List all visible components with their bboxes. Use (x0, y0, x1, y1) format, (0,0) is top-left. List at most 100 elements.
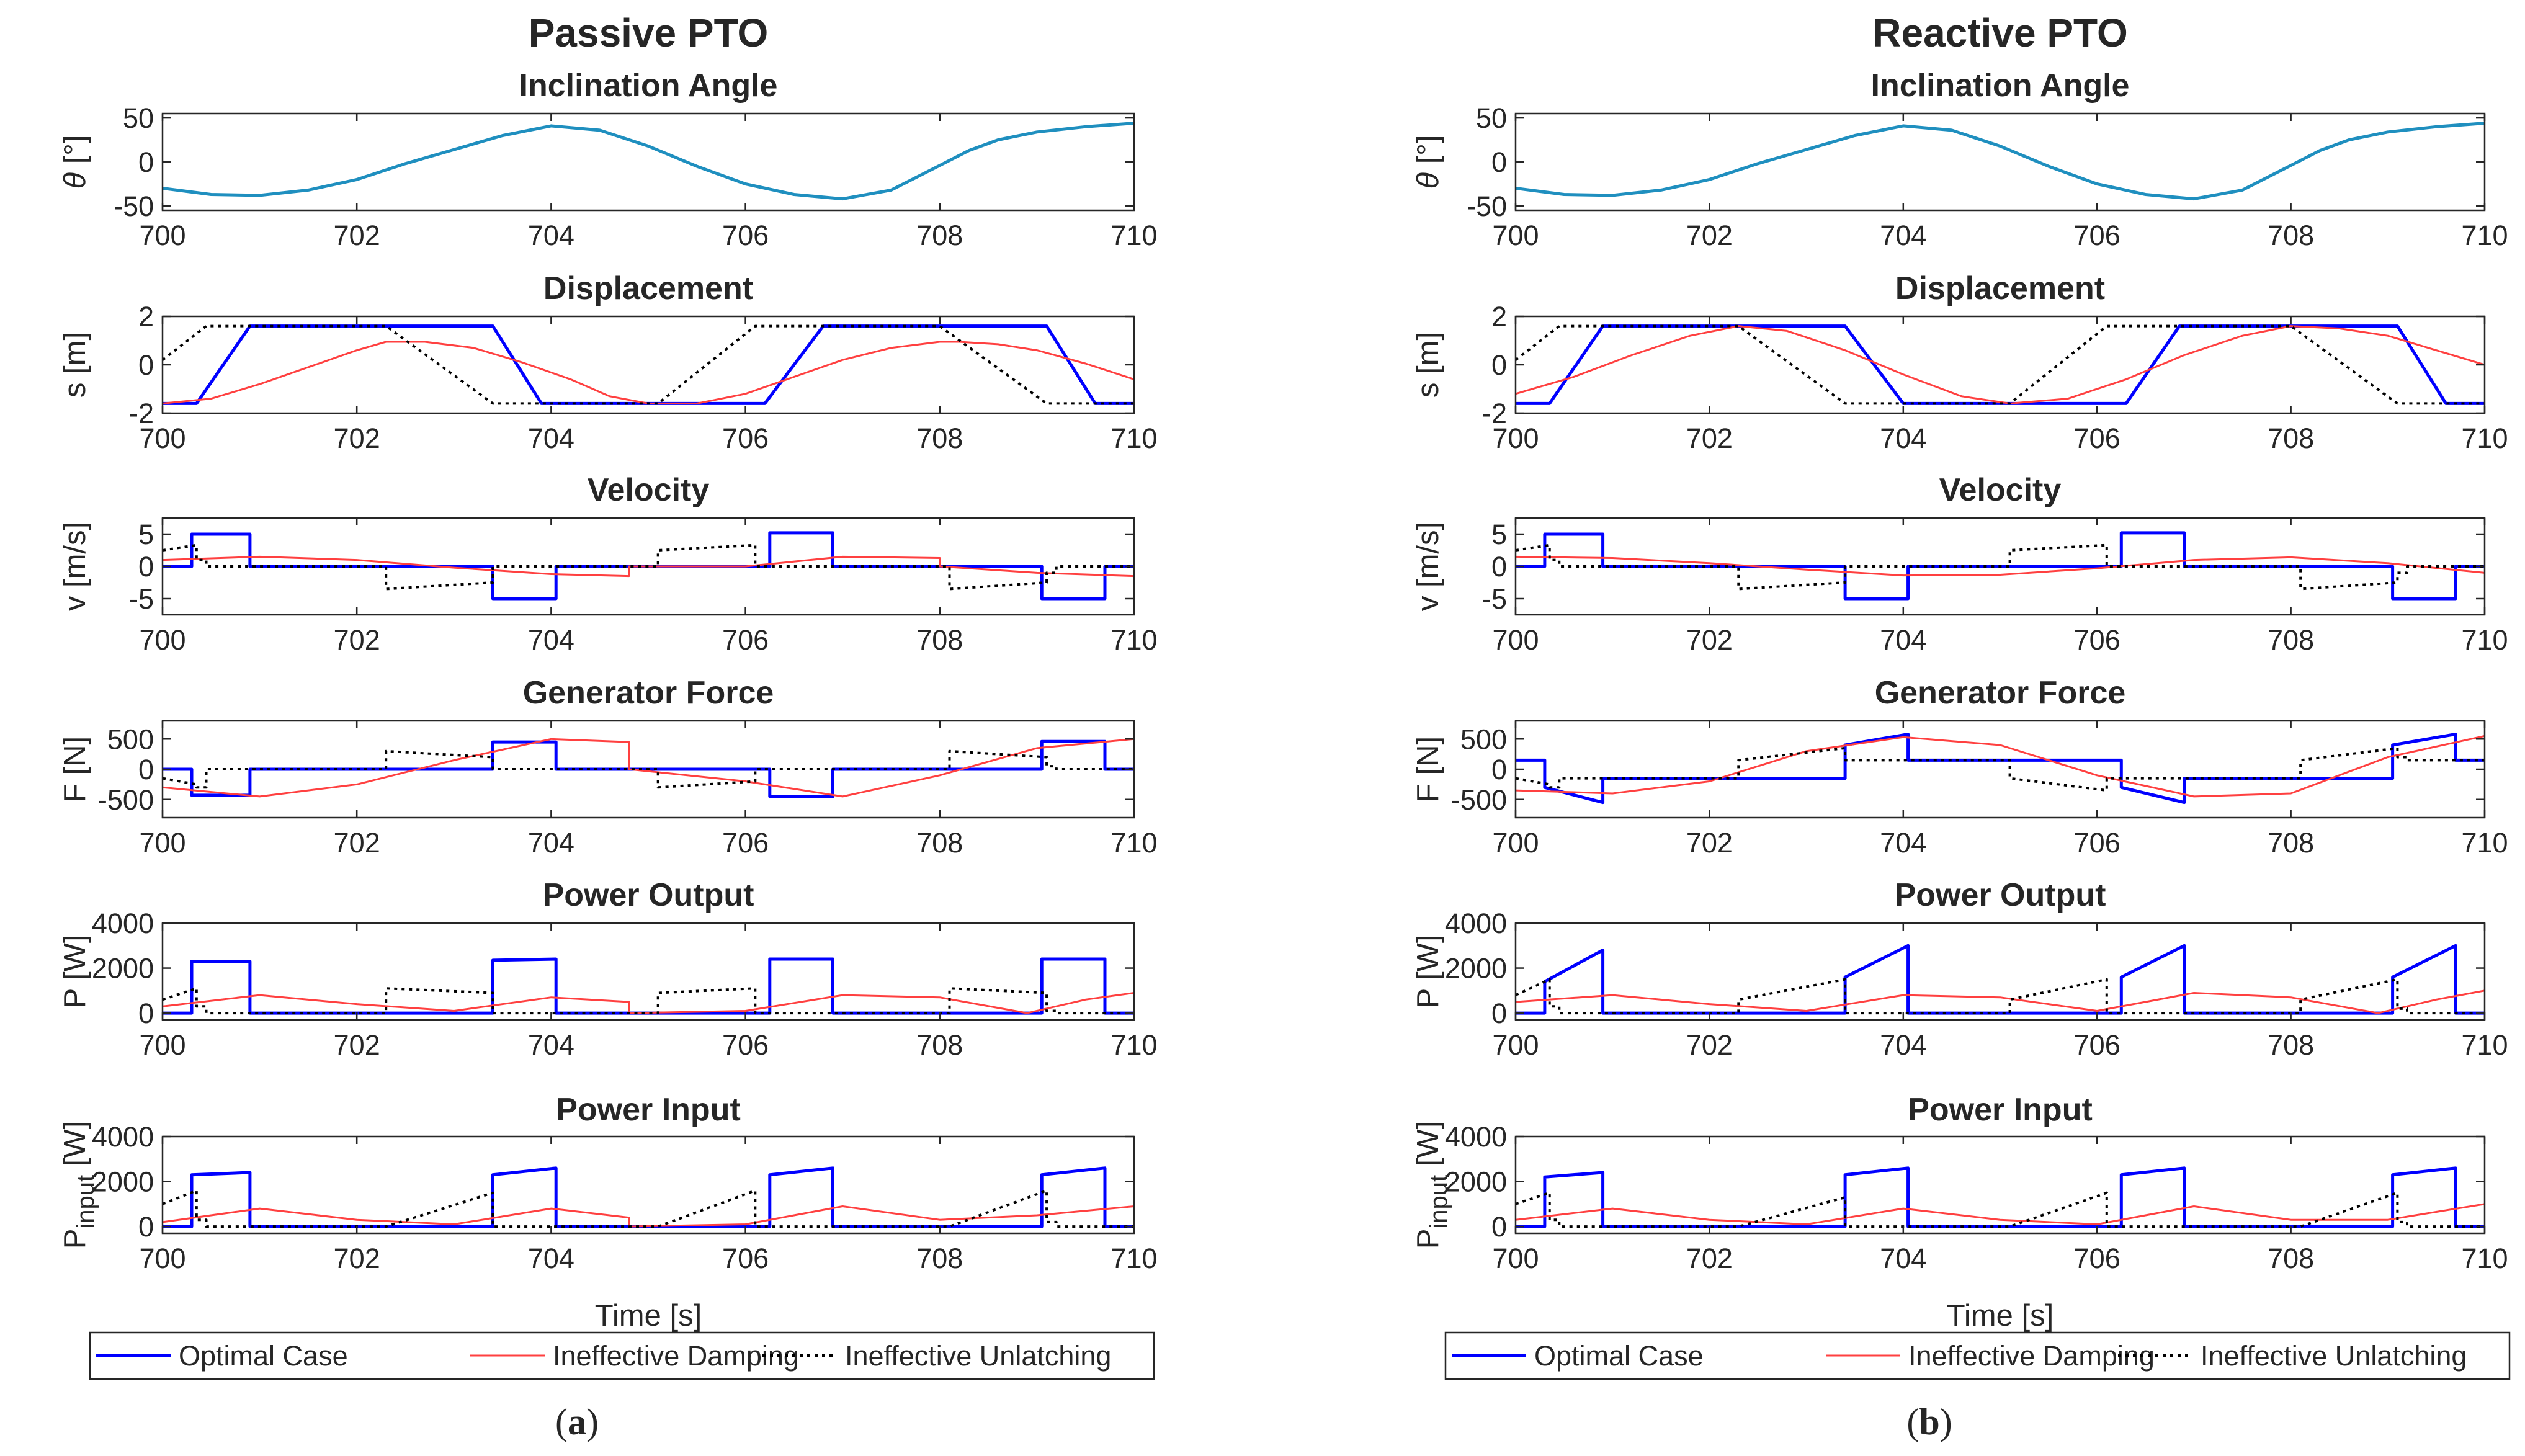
y-axis-label: θ [°] (1411, 135, 1445, 189)
subplot-title: Power Output (543, 877, 754, 913)
x-tick-label: 708 (916, 1243, 963, 1274)
x-tick-label: 704 (528, 422, 574, 454)
axes-box (161, 315, 1135, 414)
legend-box (1444, 1331, 2511, 1380)
series-line-damping (1516, 735, 2485, 798)
y-tick-label: 5 (1491, 519, 1507, 550)
y-tick-label: -50 (114, 190, 154, 222)
x-tick-label: 710 (1111, 624, 1157, 656)
x-tick-label: 704 (1880, 624, 1926, 656)
y-tick-label: 5 (138, 519, 154, 550)
x-tick-label: 700 (1492, 827, 1539, 859)
series-line-damping (163, 992, 1134, 1014)
y-tick-label: 2 (1491, 301, 1507, 333)
subplot-title: Generator Force (1875, 675, 2126, 711)
y-tick-label: -50 (1467, 190, 1507, 222)
y-tick-label: -5 (1482, 583, 1507, 615)
y-tick-label: 4000 (1445, 908, 1507, 939)
x-tick-label: 700 (139, 1029, 185, 1061)
series-line-unlatching (1516, 1191, 2485, 1228)
x-tick-label: 706 (2074, 220, 2121, 251)
subplot-title: Inclination Angle (519, 68, 778, 104)
x-tick-label: 706 (722, 827, 769, 859)
subplot-title: Inclination Angle (1871, 68, 2130, 104)
x-tick-label: 706 (722, 1243, 769, 1274)
y-tick-label: 0 (1491, 998, 1507, 1029)
y-tick-label: 2000 (92, 1166, 154, 1198)
series-line-damping (163, 555, 1134, 578)
y-tick-label: -5 (129, 583, 154, 615)
x-tick-label: 710 (1111, 220, 1157, 251)
x-tick-label: 700 (1492, 624, 1539, 656)
y-tick-label: 4000 (92, 908, 154, 939)
subplot-title: Velocity (1939, 472, 2062, 508)
y-tick-label: 4000 (1445, 1121, 1507, 1153)
x-tick-label: 710 (2461, 422, 2508, 454)
y-axis-label: θ [°] (58, 135, 92, 189)
y-tick-label: 500 (107, 723, 154, 755)
series-line-angle (163, 122, 1134, 201)
legend-label-optimal: Optimal Case (1534, 1340, 1704, 1372)
y-tick-label: 500 (1460, 723, 1507, 755)
x-tick-label: 702 (1686, 624, 1733, 656)
subplot-title: Power Output (1895, 877, 2106, 913)
series-line-unlatching (163, 1189, 1134, 1228)
x-tick-label: 702 (1686, 1029, 1733, 1061)
series-line-unlatching (163, 987, 1134, 1015)
series-line-damping (163, 738, 1134, 798)
legend: Optimal Case Ineffective Damping Ineffecti… (89, 1331, 1155, 1380)
x-tick-label: 700 (139, 624, 185, 656)
axes-box (161, 922, 1135, 1021)
x-axis-label: Time [s] (1947, 1299, 2054, 1333)
x-tick-label: 710 (1111, 422, 1157, 454)
x-tick-label: 708 (2268, 827, 2314, 859)
x-tick-label: 708 (916, 422, 963, 454)
legend-label-damping: Ineffective Damping (553, 1340, 799, 1372)
y-tick-label: 0 (1491, 551, 1507, 583)
x-tick-label: 704 (1880, 1029, 1926, 1061)
y-tick-label: 0 (138, 551, 154, 583)
series-line-unlatching (163, 543, 1134, 591)
y-axis-label: P [W] (1411, 935, 1445, 1009)
y-axis-label: Pinput [W] (1411, 1121, 1452, 1249)
subplot-title: Generator Force (523, 675, 774, 711)
series-line-damping (1516, 555, 2485, 577)
y-tick-label: 0 (1491, 1211, 1507, 1243)
series-line-unlatching (163, 324, 1134, 405)
x-tick-label: 702 (1686, 220, 1733, 251)
x-tick-label: 710 (2461, 220, 2508, 251)
x-tick-label: 704 (528, 1029, 574, 1061)
series-line-optimal (1516, 1166, 2485, 1228)
series-line-optimal (1516, 531, 2485, 601)
series-line-optimal (1516, 324, 2485, 405)
x-tick-label: 708 (916, 1029, 963, 1061)
x-tick-label: 708 (2268, 422, 2314, 454)
x-tick-label: 708 (916, 624, 963, 656)
panel-label-a: (a) (555, 1401, 599, 1442)
axes-box (1514, 720, 2486, 819)
series-line-damping (1516, 325, 2485, 404)
legend-label-unlatching: Ineffective Unlatching (2201, 1340, 2467, 1372)
series-line-damping (1516, 989, 2485, 1014)
x-tick-label: 706 (2074, 624, 2121, 656)
y-tick-label: 2000 (1445, 1166, 1507, 1198)
x-tick-label: 704 (1880, 1243, 1926, 1274)
series-line-unlatching (1516, 324, 2485, 405)
legend: Optimal Case Ineffective Damping Ineffecti… (1444, 1331, 2511, 1380)
series-line-damping (1516, 1203, 2485, 1225)
y-axis-label: v [m/s] (1411, 522, 1445, 611)
y-tick-label: 0 (138, 146, 154, 178)
column-title-a: Passive PTO (529, 11, 769, 55)
y-axis-label: s [m] (58, 332, 92, 398)
x-tick-label: 700 (139, 422, 185, 454)
